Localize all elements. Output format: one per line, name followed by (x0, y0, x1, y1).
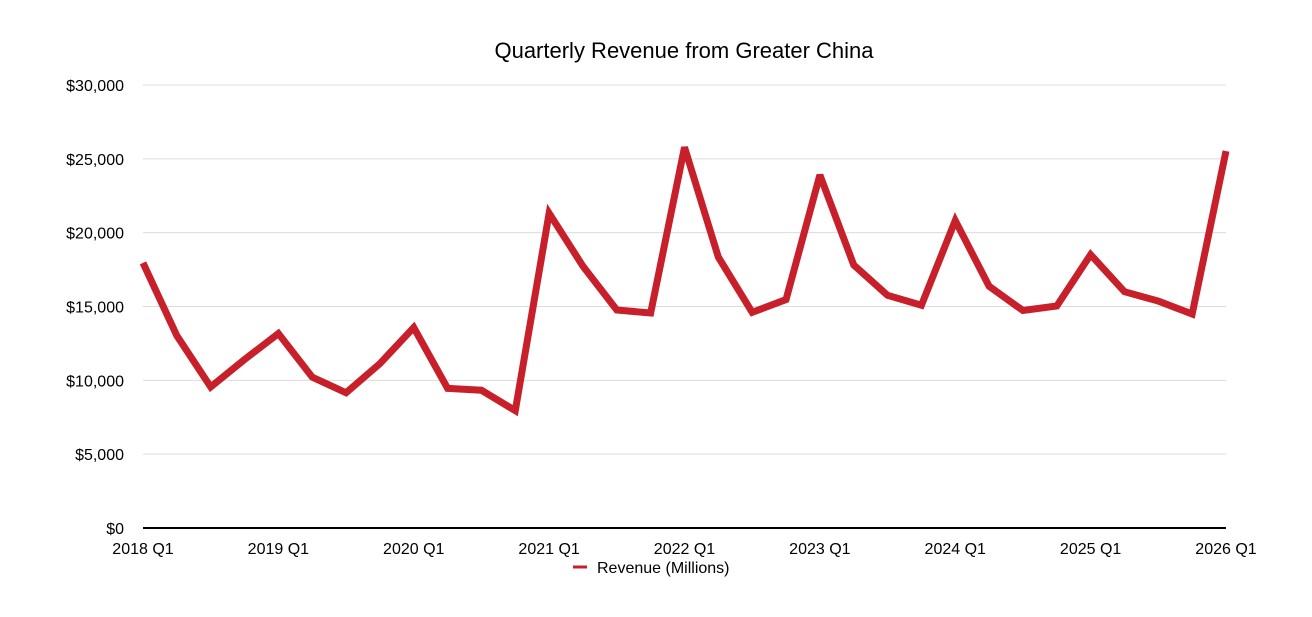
x-tick-label: 2024 Q1 (925, 541, 986, 558)
x-tick-label: 2022 Q1 (654, 541, 715, 558)
y-tick-label: $0 (106, 521, 124, 538)
y-tick-label: $30,000 (66, 78, 124, 95)
legend: Revenue (Millions) (573, 560, 730, 577)
x-tick-label: 2026 Q1 (1195, 541, 1256, 558)
x-tick-label: 2025 Q1 (1060, 541, 1121, 558)
series-line (143, 147, 1226, 410)
y-tick-label: $10,000 (66, 373, 124, 390)
x-tick-label: 2023 Q1 (789, 541, 850, 558)
y-tick-label: $15,000 (66, 300, 124, 317)
x-tick-label: 2019 Q1 (248, 541, 309, 558)
x-tick-label: 2020 Q1 (383, 541, 444, 558)
y-tick-label: $20,000 (66, 226, 124, 243)
chart-title: Quarterly Revenue from Greater China (494, 38, 874, 63)
x-tick-label: 2018 Q1 (112, 541, 173, 558)
legend-label: Revenue (Millions) (597, 560, 730, 577)
y-tick-label: $25,000 (66, 152, 124, 169)
y-tick-label: $5,000 (75, 447, 124, 464)
x-tick-label: 2021 Q1 (518, 541, 579, 558)
